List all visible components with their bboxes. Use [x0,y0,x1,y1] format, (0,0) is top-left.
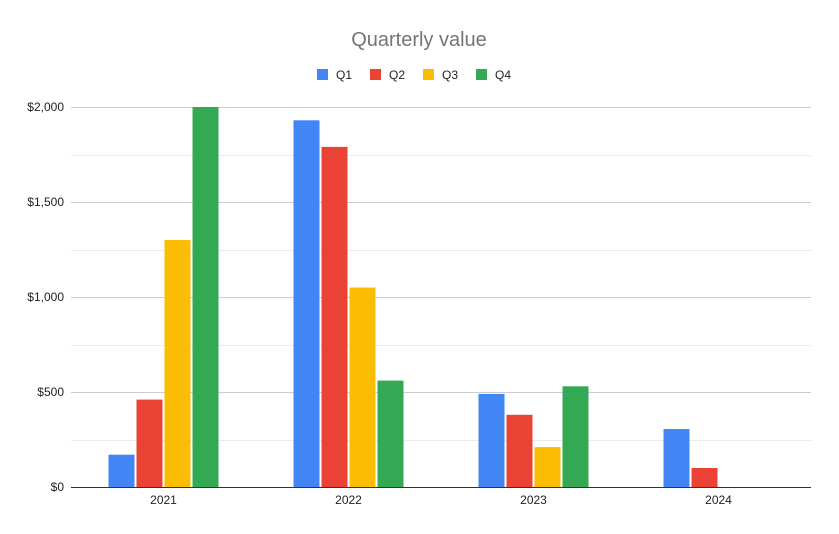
x-tick-label: 2021 [150,493,177,507]
bar-q4-2021 [192,107,219,487]
bar-q2-2023 [506,414,533,487]
chart-title: Quarterly value [351,29,487,51]
x-axis: 2021 2022 2023 2024 [150,493,732,507]
x-tick-label: 2022 [335,493,362,507]
bar-q4-2022 [377,380,404,487]
legend-label-q4: Q4 [495,68,511,82]
legend-label-q3: Q3 [442,68,458,82]
bar-q1-2021 [108,454,135,487]
legend: Q1 Q2 Q3 Q4 [317,68,511,82]
y-tick-label: $0 [51,480,65,494]
legend-swatch-q3 [423,69,434,80]
y-tick-label: $1,500 [27,195,64,209]
bars [108,107,718,488]
bar-q4-2023 [562,386,589,487]
x-tick-label: 2023 [520,493,547,507]
y-tick-label: $2,000 [27,100,64,114]
y-tick-label: $500 [37,385,64,399]
bar-q2-2022 [321,146,348,487]
bar-q3-2022 [349,287,376,487]
bar-q2-2021 [136,399,163,487]
bar-q1-2023 [478,393,505,487]
legend-swatch-q1 [317,69,328,80]
y-tick-label: $1,000 [27,290,64,304]
legend-swatch-q2 [370,69,381,80]
legend-label-q2: Q2 [389,68,405,82]
bar-q1-2022 [293,120,320,488]
bar-q2-2024 [691,468,718,487]
bar-q1-2024 [663,429,690,487]
bar-q3-2023 [534,447,561,487]
legend-swatch-q4 [476,69,487,80]
bar-q3-2021 [164,240,191,487]
x-tick-label: 2024 [705,493,732,507]
legend-label-q1: Q1 [336,68,352,82]
y-axis: $0 $500 $1,000 $1,500 $2,000 [27,100,64,494]
